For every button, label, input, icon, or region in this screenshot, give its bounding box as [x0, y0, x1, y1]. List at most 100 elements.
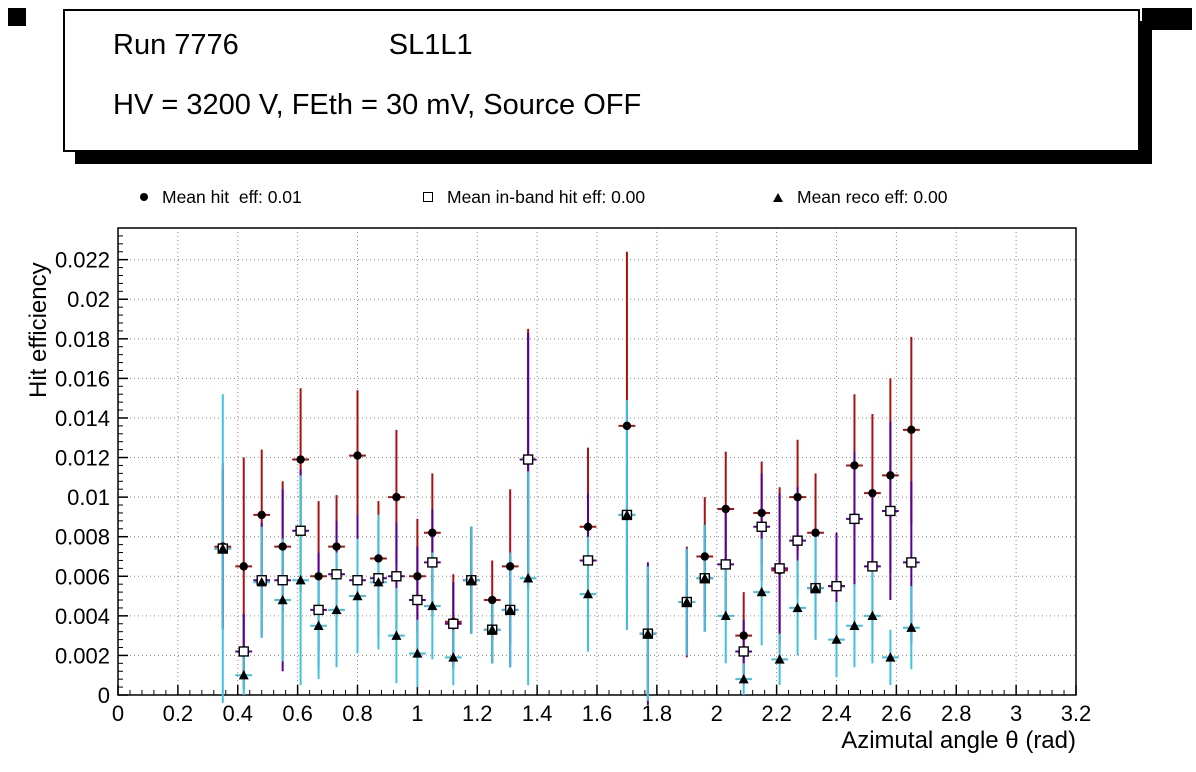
marker-filled-circle [314, 572, 323, 581]
marker-filled-triangle [738, 673, 749, 684]
x-tick-label: 2.8 [941, 701, 972, 726]
marker-filled-circle [868, 488, 877, 498]
marker-filled-circle [505, 562, 515, 571]
marker-filled-triangle [885, 652, 896, 662]
y-tick-label: 0.012 [55, 446, 110, 471]
marker-open-square [448, 618, 459, 629]
marker-open-square [867, 561, 878, 572]
run-label: Run 7776 [113, 29, 239, 61]
marker-filled-circle [793, 492, 802, 502]
marker-open-square [792, 535, 803, 546]
layer-label: SL1L1 [388, 29, 473, 61]
x-tick-label: 2.6 [881, 701, 912, 726]
marker-open-square [412, 594, 423, 606]
marker-open-square [831, 580, 842, 592]
marker-filled-circle [488, 595, 497, 605]
marker-filled-triangle [373, 577, 384, 587]
marker-filled-triangle [831, 634, 842, 644]
marker-open-square [331, 569, 342, 580]
canvas-corner-artifact-right [1142, 8, 1192, 30]
y-tick-label: 0.014 [55, 406, 110, 431]
marker-filled-triangle [523, 573, 534, 583]
x-tick-label: 3 [1010, 701, 1022, 726]
axis-layer: 0 0.2 0.4 0.6 0.8 1 1.2 1.4 1.6 1.8 2 2.2 2.4 2.6 2.8 3… [55, 235, 1092, 726]
marker-filled-triangle [867, 610, 878, 621]
y-tick-label: 0.016 [55, 366, 110, 391]
y-tick-label: 0.018 [55, 327, 110, 352]
marker-filled-circle [278, 542, 287, 551]
marker-filled-circle [757, 508, 766, 518]
marker-filled-triangle [810, 582, 821, 593]
marker-filled-triangle [774, 654, 785, 664]
marker-filled-triangle [849, 620, 860, 630]
x-tick-label: 1.8 [642, 701, 673, 726]
y-tick-label: 0.02 [67, 287, 110, 312]
marker-filled-triangle [331, 604, 342, 615]
marker-filled-triangle [720, 610, 731, 621]
marker-filled-circle [239, 562, 248, 571]
marker-open-square [352, 575, 363, 586]
y-tick-label: 0 [98, 683, 110, 708]
x-tick-label: 0.6 [282, 701, 313, 726]
x-axis-title: Azimutal angle θ (rad) [841, 727, 1076, 754]
legend-label-mean-reco-eff: Mean reco eff: 0.00 [797, 186, 948, 207]
marker-filled-triangle [906, 622, 917, 632]
x-tick-label: 0 [112, 701, 124, 726]
y-tick-label: 0.008 [55, 525, 110, 550]
marker-filled-triangle [313, 620, 324, 630]
marker-open-square [522, 454, 534, 465]
marker-open-square [427, 557, 438, 568]
x-tick-label: 2.4 [821, 701, 852, 726]
marker-filled-circle [257, 510, 266, 520]
filled-triangle-icon [773, 192, 783, 202]
marker-open-square [756, 521, 767, 533]
canvas-corner-artifact-left [8, 8, 26, 26]
conditions-label: HV = 3200 V, FEth = 30 mV, Source OFF [113, 89, 642, 121]
marker-filled-circle [353, 451, 362, 460]
marker-filled-triangle [256, 577, 267, 587]
marker-filled-circle [811, 528, 820, 537]
x-tick-label: 3.2 [1061, 701, 1092, 726]
marker-open-square [774, 563, 785, 574]
marker-filled-triangle [583, 588, 594, 599]
y-tick-label: 0.002 [55, 643, 110, 668]
x-tick-label: 1 [411, 701, 423, 726]
marker-open-square [849, 513, 860, 525]
marker-filled-triangle [792, 602, 803, 613]
marker-open-square [295, 525, 306, 536]
y-tick-label: 0.01 [67, 485, 110, 510]
marker-filled-circle [332, 542, 341, 551]
legend-item-mean-hit-eff: Mean hit eff: 0.01 [140, 183, 302, 211]
marker-filled-triangle [412, 648, 423, 658]
x-tick-label: 1.2 [462, 701, 493, 726]
y-tick-label: 0.022 [55, 248, 110, 273]
marker-filled-triangle [427, 600, 438, 611]
marker-filled-circle [428, 528, 437, 537]
markers-layer [217, 421, 917, 684]
marker-filled-circle [700, 552, 709, 561]
y-tick-label: 0.006 [55, 564, 110, 589]
filled-circle-icon [140, 193, 148, 201]
marker-filled-triangle [699, 573, 710, 583]
marker-filled-triangle [217, 543, 228, 553]
x-tick-label: 0.8 [342, 701, 373, 726]
marker-open-square [238, 646, 249, 657]
marker-filled-circle [886, 471, 895, 480]
legend: Mean hit eff: 0.01 Mean in-band hit eff:… [0, 183, 1196, 211]
title-box: Run 7776 SL1L1 HV = 3200 V, FEth = 30 mV,… [63, 9, 1140, 152]
marker-open-square [738, 646, 749, 657]
x-tick-label: 1.4 [522, 701, 553, 726]
marker-filled-triangle [277, 594, 288, 605]
marker-filled-circle [296, 455, 305, 464]
marker-open-square [391, 571, 402, 582]
marker-filled-triangle [621, 509, 632, 520]
marker-open-square [720, 559, 731, 570]
marker-open-square [277, 575, 288, 586]
legend-label-mean-hit-eff: Mean hit eff: 0.01 [162, 186, 302, 207]
open-square-icon [423, 192, 433, 202]
marker-open-square [906, 557, 917, 568]
marker-filled-circle [907, 425, 916, 435]
title-line-1: Run 7776 SL1L1 [113, 29, 1138, 62]
